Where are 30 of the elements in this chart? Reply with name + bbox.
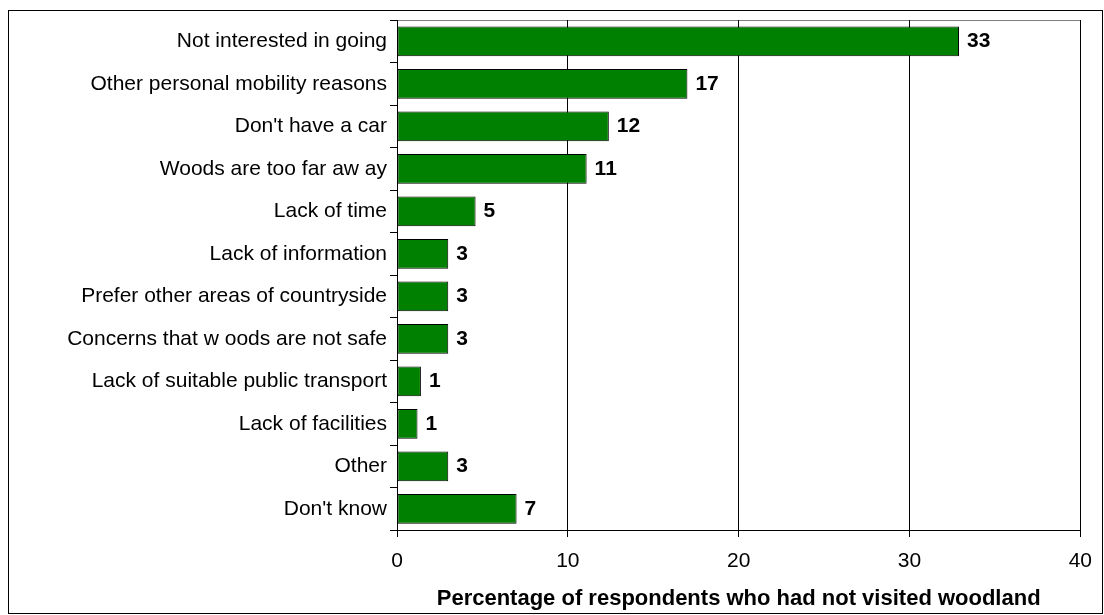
x-tick-label: 40	[1068, 548, 1092, 572]
y-tick-label: Lack of time	[273, 198, 387, 222]
y-tick-label: Prefer other areas of countryside	[81, 283, 387, 307]
data-label: 33	[967, 28, 991, 52]
data-label: 3	[456, 453, 468, 477]
data-label: 17	[695, 70, 719, 94]
data-label: 3	[456, 325, 468, 349]
x-tick-label: 30	[897, 548, 922, 572]
y-tick-label: Don't know	[283, 495, 388, 519]
x-tick-label: 0	[391, 548, 403, 572]
y-tick-label: Lack of information	[209, 240, 387, 264]
y-tick-label: Other	[334, 453, 387, 477]
data-label: 11	[594, 155, 618, 179]
x-axis-title: Percentage of respondents who had not visited woodland	[436, 584, 1041, 610]
data-label: 3	[456, 283, 468, 307]
y-tick-label: Lack of facilities	[238, 410, 387, 434]
x-tick-label: 20	[726, 548, 751, 572]
data-label: 3	[456, 240, 468, 264]
y-tick-label: Lack of suitable public transport	[91, 368, 388, 392]
y-tick-label: Not interested in going	[176, 28, 387, 52]
data-label: 12	[616, 113, 641, 137]
y-tick-label: Woods are too far aw ay	[159, 155, 388, 179]
x-tick-label: 10	[556, 548, 580, 572]
y-tick-label: Don't have a car	[234, 113, 387, 137]
data-label: 7	[524, 495, 537, 519]
data-label: 1	[425, 410, 438, 434]
y-tick-label: Concerns that w oods are not safe	[67, 325, 387, 349]
data-label: 5	[483, 198, 496, 222]
y-tick-label: Other personal mobility reasons	[90, 70, 387, 94]
data-label: 1	[428, 368, 441, 392]
